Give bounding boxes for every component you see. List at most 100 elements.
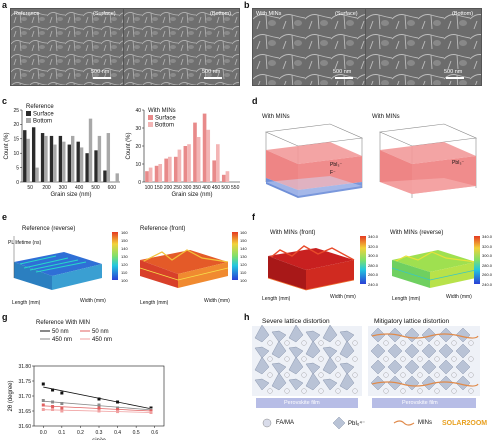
panel-label-c: c <box>2 96 8 106</box>
pbi-octahedron <box>404 359 420 375</box>
y-tick-label: 10 <box>13 151 19 157</box>
colorbar-ticks: 160 150 140 130 120 110 100 <box>240 230 254 284</box>
bar <box>196 137 201 182</box>
cation-sphere <box>451 356 457 362</box>
colorbar-tick-label: 300.0 <box>368 253 379 259</box>
pbi-octahedron <box>288 324 304 343</box>
cation-sphere <box>400 356 406 362</box>
bar <box>187 144 191 182</box>
tof-sims-3d-right <box>378 123 478 198</box>
legend-label: Bottom <box>33 119 52 125</box>
cation-sphere <box>400 388 406 394</box>
cation-sphere <box>284 388 290 394</box>
legend-label: 450 nm <box>92 337 112 343</box>
bar <box>40 133 45 182</box>
x-tick-label: 300 <box>183 185 192 191</box>
data-point <box>97 409 101 413</box>
cation-sphere <box>301 372 307 378</box>
colorbar-tick-label: 120 <box>240 262 247 267</box>
axis-label: Width (mm) <box>330 294 356 300</box>
data-point <box>97 403 101 407</box>
film-label: Perovskite film <box>284 400 320 406</box>
octahedron-icon <box>332 416 346 430</box>
cation-sphere <box>335 372 341 378</box>
legend-swatch <box>26 111 31 116</box>
data-point <box>149 411 153 414</box>
y-tick-label: 30 <box>135 126 141 132</box>
grain-texture <box>366 9 481 85</box>
x-tick-label: 100 <box>145 185 154 191</box>
h-right-title: Mitigatory lattice distortion <box>374 318 450 325</box>
colorbar-tick-label: 110 <box>240 270 247 275</box>
pbi-octahedron <box>288 356 304 375</box>
cation-sphere <box>400 340 406 346</box>
mins-icon <box>393 420 415 426</box>
panel-label-a: a <box>2 0 8 10</box>
pbi-octahedron <box>370 359 386 375</box>
data-point <box>51 400 55 404</box>
cation-sphere <box>383 340 389 346</box>
legend-label: 50 nm <box>52 329 69 335</box>
colorbar-ticks: 340.0 320.0 300.0 280.0 260.0 240.0 <box>482 234 500 288</box>
grain-texture <box>253 9 365 85</box>
data-point <box>41 408 45 411</box>
bar <box>221 174 226 182</box>
lattice-severe-distortion <box>252 324 362 408</box>
pbi-octahedron <box>288 378 304 391</box>
data-point <box>51 405 55 408</box>
pl-surface-mins-reverse <box>391 250 477 288</box>
pbi-octahedron <box>438 327 454 343</box>
bar <box>79 147 84 182</box>
x-tick-label: 350 <box>193 185 202 191</box>
x-tick-label: 0.4 <box>114 430 121 436</box>
sem-image-reference-surface: Reference (Surface) 500 nm <box>10 8 124 86</box>
bar <box>168 156 172 182</box>
fit-line <box>43 386 152 410</box>
ion-label: F⁻ <box>330 170 336 176</box>
x-tick-label: 0.2 <box>77 430 84 436</box>
legend-mins: MINs <box>418 420 432 426</box>
x-tick-label: 0.1 <box>58 430 65 436</box>
cation-sphere <box>318 340 324 346</box>
data-point <box>97 397 101 401</box>
data-point <box>60 402 64 405</box>
pl-surface-reference-reverse <box>13 236 102 290</box>
x-tick-label: 500 <box>91 185 100 191</box>
ion-label: PbI₃⁻ <box>330 162 343 168</box>
axis-label: Width (mm) <box>204 298 230 304</box>
cation-sphere <box>468 372 474 378</box>
sem-label: (Surface) <box>335 11 358 17</box>
cation-sphere <box>301 356 307 362</box>
bar <box>103 170 107 182</box>
cation-sphere <box>468 340 474 346</box>
cation-sphere <box>318 356 324 362</box>
y-tick-label: 20 <box>135 144 141 150</box>
bar <box>206 129 211 182</box>
cation-sphere <box>434 388 440 394</box>
cation-sphere <box>451 372 457 378</box>
bar <box>44 135 48 182</box>
pl-surface-mins-front <box>267 245 355 291</box>
lattice-mitigatory-distortion <box>368 326 480 408</box>
pbi-octahedron <box>370 343 386 359</box>
x-tick-label: 0.5 <box>133 430 140 436</box>
pbi-octahedron <box>455 359 471 375</box>
pbi-octahedron <box>322 324 338 343</box>
colorbar-tick-label: 280.0 <box>482 262 493 268</box>
bar <box>67 144 71 182</box>
y-tick-label: 31.80 <box>18 364 31 370</box>
colorbar-tick-label: 100 <box>240 278 247 283</box>
bar <box>177 149 182 182</box>
legend-swatch <box>26 118 31 123</box>
bar <box>31 127 36 182</box>
data-point <box>116 410 120 414</box>
data-point <box>60 391 64 395</box>
watermark: SOLAR2OOM <box>442 420 488 427</box>
data-point <box>97 406 101 410</box>
cation-sphere <box>318 388 324 394</box>
cation-sphere <box>417 340 423 346</box>
bar <box>193 122 197 182</box>
bar <box>97 135 102 182</box>
colorbar-tick-label: 140 <box>121 246 128 251</box>
axis-label: Length (mm) <box>140 300 169 306</box>
